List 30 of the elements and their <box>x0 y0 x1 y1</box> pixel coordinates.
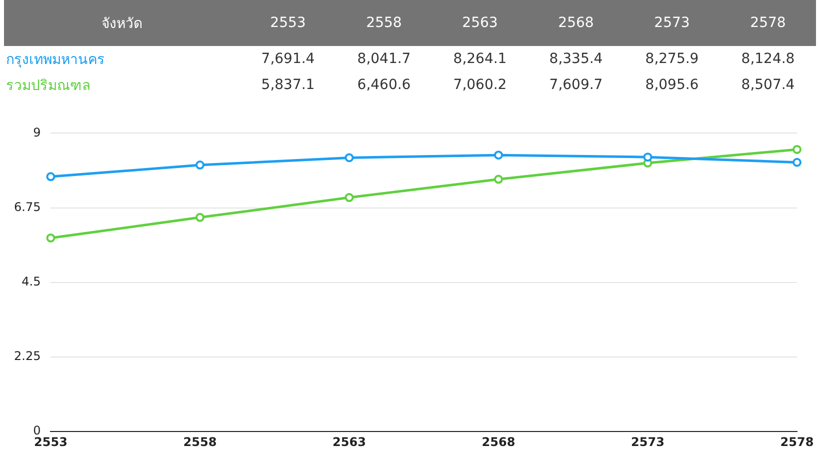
x-tick-label: 2578 <box>780 434 814 449</box>
category-label: 2558 <box>366 15 402 31</box>
text: 8,095.6 <box>644 76 700 95</box>
category-label: 2568 <box>558 15 594 31</box>
text: 7,609.7 <box>548 76 604 95</box>
text: 8,041.7 <box>356 50 412 69</box>
text: กรุงเทพมหานคร <box>5 51 106 70</box>
y-tick-label: 9 <box>33 125 41 140</box>
x-tick-label: 2563 <box>332 434 366 449</box>
text: 7,691.4 <box>260 50 316 69</box>
text: 6,460.6 <box>356 76 412 95</box>
category-label: 2573 <box>654 15 690 31</box>
y-tick-label: 2.25 <box>14 349 41 364</box>
x-tick-label: 2568 <box>482 434 516 449</box>
x-tick-label: 2558 <box>183 434 217 449</box>
text: 8,335.4 <box>548 50 604 69</box>
y-tick-label: 4.5 <box>22 274 41 289</box>
text: รวมปริมณฑล <box>5 77 92 96</box>
category-label: 2553 <box>270 15 306 31</box>
y-tick-label: 6.75 <box>14 200 41 214</box>
text: 8,275.9 <box>644 50 700 69</box>
text: 8,264.1 <box>452 50 508 69</box>
text: 7,060.2 <box>452 76 508 95</box>
text: 5,837.1 <box>260 76 316 95</box>
category-label: 2563 <box>462 15 498 31</box>
category-label: 2578 <box>750 15 786 31</box>
text: 8,124.8 <box>740 50 796 69</box>
x-tick-label: 2573 <box>631 434 664 449</box>
legend-title: จังหวัด <box>4 0 240 46</box>
text: 8,507.4 <box>740 76 796 95</box>
